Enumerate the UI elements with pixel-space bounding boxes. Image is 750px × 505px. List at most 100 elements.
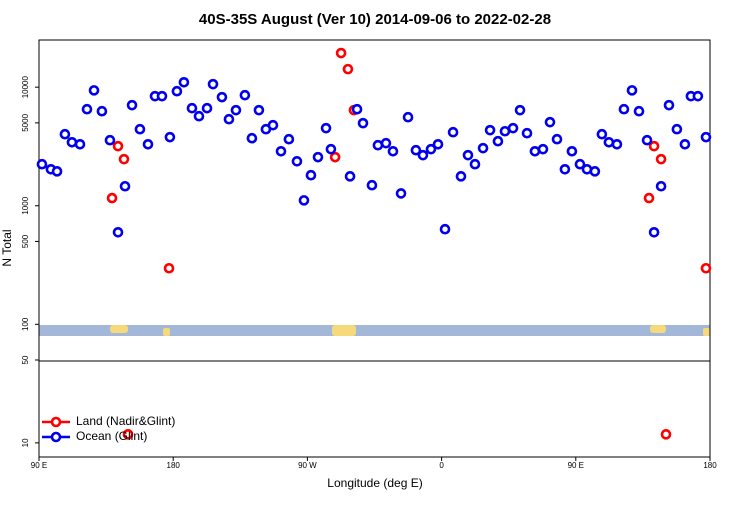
data-point (551, 133, 563, 145)
data-point (477, 142, 489, 154)
data-point (544, 116, 556, 128)
legend-label: Ocean (Glint) (76, 429, 147, 443)
land (703, 328, 710, 336)
data-point (66, 136, 78, 148)
data-point (253, 104, 265, 116)
data-point (626, 85, 638, 96)
data-point (432, 138, 444, 150)
data-point (142, 138, 154, 150)
data-point (537, 143, 549, 155)
data-point (51, 166, 63, 177)
data-point (425, 143, 437, 155)
land (650, 325, 666, 333)
data-point (671, 123, 683, 135)
data-point (455, 171, 467, 182)
data-point (329, 151, 341, 163)
data-point (112, 140, 124, 152)
data-point (643, 192, 655, 204)
y-axis-label: N Total (0, 229, 14, 266)
legend-label: Land (Nadir&Glint) (76, 414, 175, 428)
data-point (507, 122, 519, 134)
data-point (611, 138, 623, 150)
land (110, 325, 128, 333)
data-point (700, 262, 712, 274)
data-point (325, 143, 337, 155)
y-tick-label: 50 (21, 355, 30, 364)
data-point (106, 192, 118, 204)
data-point (275, 145, 287, 157)
data-point (700, 131, 712, 143)
data-point (641, 134, 653, 146)
data-point (223, 113, 235, 125)
data-point (660, 429, 672, 440)
data-point (663, 99, 675, 111)
data-point (380, 137, 392, 149)
x-axis-label: Longitude (deg E) (327, 476, 422, 490)
y-tick-label: 5000 (21, 113, 30, 131)
x-tick-label: 90 E (568, 461, 584, 470)
ocean-strip (39, 325, 710, 336)
data-point (655, 180, 667, 192)
y-tick-label: 10000 (21, 76, 30, 99)
data-point (342, 63, 354, 75)
data-point (201, 102, 213, 114)
data-point (574, 158, 586, 170)
x-tick-label: 180 (167, 461, 181, 470)
data-point (193, 110, 205, 122)
map-strip (39, 325, 710, 336)
y-tick-label: 100 (21, 317, 30, 331)
chart-title: 40S-35S August (Ver 10) 2014-09-06 to 20… (199, 11, 551, 28)
x-tick-label: 0 (439, 461, 444, 470)
data-point (74, 138, 86, 150)
data-point (119, 180, 131, 192)
data-point (59, 128, 71, 140)
data-point (88, 85, 100, 96)
data-point (104, 134, 116, 146)
data-point (514, 104, 526, 116)
data-point (291, 156, 303, 167)
data-point (134, 123, 146, 135)
data-point (410, 144, 422, 156)
data-point (81, 103, 93, 115)
data-point (239, 89, 251, 101)
data-point (186, 102, 198, 114)
data-point (603, 136, 615, 148)
y-tick-label: 10 (21, 438, 30, 447)
data-point (648, 140, 660, 152)
data-point (298, 195, 310, 206)
data-point (312, 151, 324, 163)
data-point (126, 99, 138, 111)
legend-marker (50, 416, 62, 428)
y-tick-label: 500 (21, 234, 30, 248)
data-point (320, 122, 332, 134)
data-point (207, 78, 219, 90)
data-point (267, 119, 279, 131)
data-point (96, 105, 108, 117)
data-point (283, 133, 295, 145)
data-point (633, 105, 645, 117)
data-point (462, 149, 474, 161)
data-point (344, 171, 356, 182)
land (332, 325, 356, 336)
data-point (36, 158, 48, 170)
data-point (417, 149, 429, 161)
data-point (559, 163, 571, 175)
y-tick-label: 1000 (21, 196, 30, 214)
legend-marker (50, 431, 62, 443)
data-point (596, 128, 608, 140)
data-point (178, 76, 190, 88)
data-point (521, 127, 533, 139)
data-point (230, 104, 242, 116)
data-point (171, 85, 183, 97)
data-point (164, 131, 176, 143)
data-point (387, 145, 399, 157)
data-point (246, 132, 258, 144)
data-point (648, 227, 660, 238)
land (163, 328, 170, 336)
x-tick-label: 90 E (31, 461, 47, 470)
data-point (492, 135, 504, 147)
data-point (692, 90, 704, 102)
data-point (163, 262, 175, 274)
data-point (112, 227, 124, 238)
